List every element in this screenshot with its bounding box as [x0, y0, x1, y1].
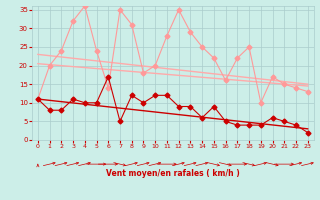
X-axis label: Vent moyen/en rafales ( km/h ): Vent moyen/en rafales ( km/h )	[106, 169, 240, 178]
